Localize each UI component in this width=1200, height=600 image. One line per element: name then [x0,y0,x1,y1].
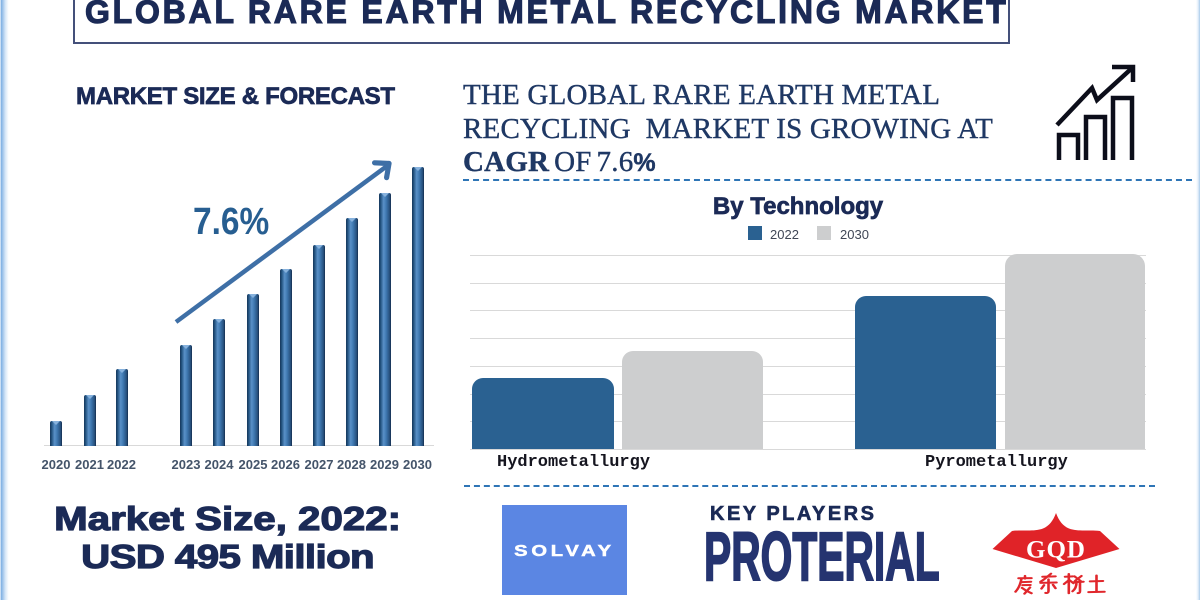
svg-text:GQD: GQD [1026,537,1086,564]
